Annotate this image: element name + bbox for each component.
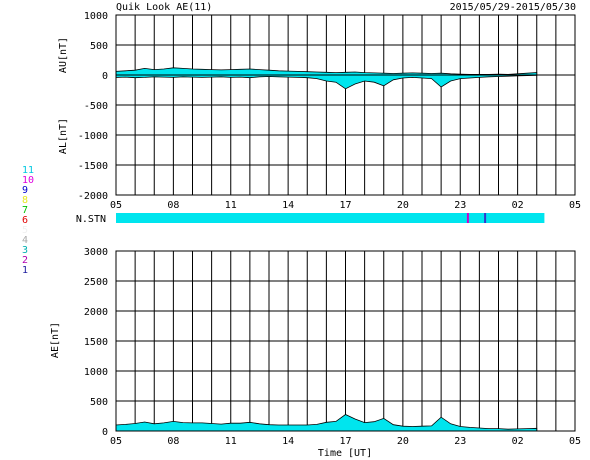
y-tick-label: 500 [90, 397, 108, 408]
al-axis-label: AL[nT] [58, 118, 69, 154]
station-label-5: 5 [22, 225, 28, 236]
y-tick-label: 3000 [84, 247, 108, 258]
x-tick-label: 05 [110, 436, 122, 447]
x-tick-label: 05 [569, 436, 581, 447]
series-area-al [115, 74, 538, 90]
x-tick-label: 20 [397, 200, 409, 211]
x-tick-label: 17 [339, 436, 351, 447]
station-label-6: 6 [22, 215, 28, 226]
station-label-9: 9 [22, 185, 28, 196]
station-label-3: 3 [22, 245, 28, 256]
series-area-ae [115, 414, 538, 432]
station-label-8: 8 [22, 195, 28, 206]
station-label-4: 4 [22, 235, 28, 246]
station-label-2: 2 [22, 255, 28, 266]
y-tick-label: 1500 [84, 337, 108, 348]
y-tick-label: -500 [84, 101, 108, 112]
station-legend: 11 10 9 8 7 6 5 4 3 2 1 [22, 165, 34, 276]
station-label-1: 1 [22, 265, 28, 276]
x-tick-label: 05 [110, 200, 122, 211]
panel-frame [115, 14, 576, 196]
x-tick-label: 08 [167, 436, 179, 447]
x-tick-label: 02 [512, 200, 524, 211]
y-tick-label: 1000 [84, 11, 108, 22]
station-label-10: 10 [22, 175, 34, 186]
date-range: 2015/05/29-2015/05/30 [450, 2, 576, 13]
x-tick-label: 14 [282, 436, 294, 447]
panel-frame [115, 250, 576, 432]
au-axis-label: AU[nT] [58, 37, 69, 73]
x-tick-label: 14 [282, 200, 294, 211]
y-tick-label: 500 [90, 41, 108, 52]
x-tick-label: 11 [225, 200, 237, 211]
y-tick-label: -1000 [78, 131, 108, 142]
x-tick-label: 02 [512, 436, 524, 447]
x-tick-label: 05 [569, 200, 581, 211]
ae-axis-label: AE[nT] [50, 322, 61, 358]
x-tick-label: 23 [454, 436, 466, 447]
station-label-11: 11 [22, 165, 34, 176]
chart-title: Quik Look AE(11) [116, 2, 212, 13]
y-tick-label: 2500 [84, 277, 108, 288]
nstn-label: N.STN [76, 214, 106, 225]
y-tick-label: -2000 [78, 191, 108, 202]
x-tick-label: 17 [339, 200, 351, 211]
series-area-au [115, 67, 538, 76]
y-tick-label: 1000 [84, 367, 108, 378]
y-tick-label: 0 [102, 427, 108, 438]
x-tick-label: 08 [167, 200, 179, 211]
x-tick-label: 23 [454, 200, 466, 211]
time-axis-label: Time [UT] [318, 448, 372, 459]
x-tick-label: 20 [397, 436, 409, 447]
x-tick-label: 11 [225, 436, 237, 447]
y-tick-label: -1500 [78, 161, 108, 172]
y-tick-label: 2000 [84, 307, 108, 318]
y-tick-label: 0 [102, 71, 108, 82]
station-label-7: 7 [22, 205, 28, 216]
station-count-bar [116, 213, 545, 223]
